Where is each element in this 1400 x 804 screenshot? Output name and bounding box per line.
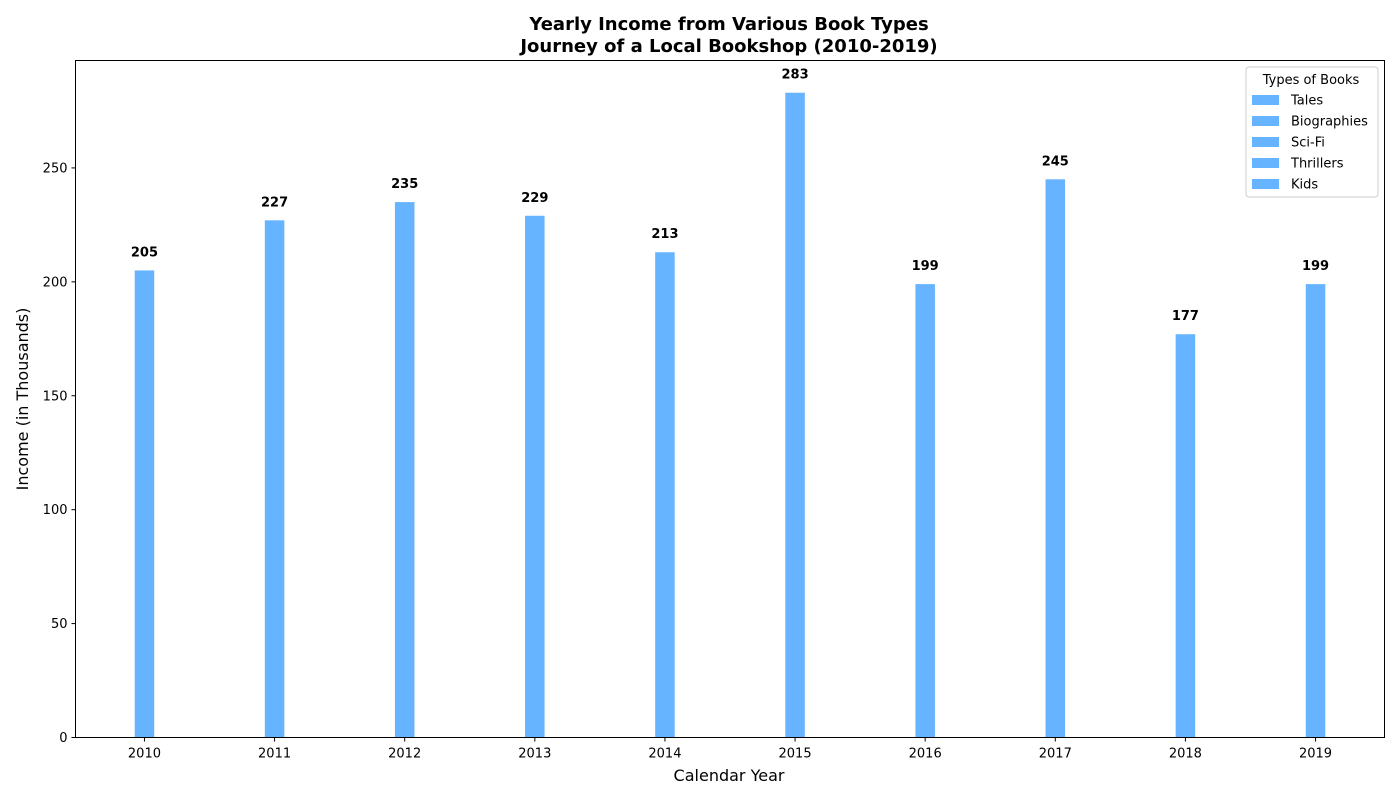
x-tick-label-2012: 2012 bbox=[388, 747, 421, 762]
chart-title: Yearly Income from Various Book Types bbox=[528, 14, 928, 35]
legend-swatch-sci-fi bbox=[1252, 137, 1279, 147]
x-tick-label-2011: 2011 bbox=[258, 747, 291, 762]
y-tick-label-200: 200 bbox=[43, 275, 68, 290]
y-tick-label-250: 250 bbox=[43, 161, 68, 176]
x-tick-label-2016: 2016 bbox=[909, 747, 942, 762]
y-axis-label: Income (in Thousands) bbox=[13, 308, 32, 491]
y-tick-label-150: 150 bbox=[43, 389, 68, 404]
data-label-2014: 213 bbox=[651, 227, 678, 242]
bar-2013 bbox=[525, 215, 545, 738]
legend-entry-thrillers: Thrillers bbox=[1290, 157, 1344, 172]
bar-2019 bbox=[1305, 284, 1326, 738]
legend: Types of Books Tales Biographies Sci-Fi Thr… bbox=[1245, 66, 1379, 198]
data-label-2011: 227 bbox=[261, 195, 288, 210]
x-tick-label-2019: 2019 bbox=[1299, 747, 1332, 762]
legend-title: Types of Books bbox=[1262, 73, 1360, 88]
data-label-2010: 205 bbox=[131, 245, 158, 260]
data-label-2017: 245 bbox=[1042, 154, 1069, 169]
data-label-2018: 177 bbox=[1172, 309, 1199, 324]
x-tick-label-2014: 2014 bbox=[648, 747, 681, 762]
x-tick-label-2015: 2015 bbox=[779, 747, 812, 762]
data-labels-group: 205 227 235 229 213 283 199 245 177 199 bbox=[131, 68, 1329, 325]
bar-2012 bbox=[394, 202, 415, 738]
bar-2011 bbox=[264, 220, 285, 738]
bar-2017 bbox=[1045, 179, 1066, 738]
legend-swatch-tales bbox=[1252, 95, 1279, 105]
legend-swatch-biographies bbox=[1252, 116, 1279, 126]
y-tick-label-100: 100 bbox=[43, 503, 68, 518]
data-label-2012: 235 bbox=[391, 177, 418, 192]
bar-2015 bbox=[785, 92, 805, 738]
chart-subtitle: Journey of a Local Bookshop (2010-2019) bbox=[518, 36, 937, 57]
legend-entries: Tales Biographies Sci-Fi Thrillers Kids bbox=[1252, 94, 1368, 193]
bar-2010 bbox=[134, 270, 155, 738]
x-axis-ticks: 2010 2011 2012 2013 2014 2015 2016 2017 2018 2019 bbox=[128, 737, 1332, 762]
legend-entry-tales: Tales bbox=[1290, 94, 1323, 109]
x-tick-label-2018: 2018 bbox=[1169, 747, 1202, 762]
y-tick-label-0: 0 bbox=[59, 731, 67, 746]
x-axis-label: Calendar Year bbox=[674, 766, 785, 785]
plot-frame bbox=[75, 60, 1385, 738]
y-tick-label-50: 50 bbox=[51, 617, 68, 632]
x-tick-label-2013: 2013 bbox=[518, 747, 551, 762]
data-label-2016: 199 bbox=[912, 259, 939, 274]
legend-swatch-thrillers bbox=[1252, 158, 1279, 168]
y-axis-ticks: 0 50 100 150 200 250 bbox=[43, 161, 76, 746]
bars-group bbox=[134, 92, 1326, 738]
bar-2016 bbox=[915, 284, 935, 738]
legend-entry-kids: Kids bbox=[1291, 178, 1318, 193]
bar-2014 bbox=[655, 252, 675, 738]
bar-2018 bbox=[1175, 334, 1196, 738]
data-label-2019: 199 bbox=[1302, 259, 1329, 274]
data-label-2013: 229 bbox=[521, 191, 548, 206]
x-tick-label-2010: 2010 bbox=[128, 747, 161, 762]
data-label-2015: 283 bbox=[781, 68, 808, 83]
legend-swatch-kids bbox=[1252, 179, 1279, 189]
legend-entry-biographies: Biographies bbox=[1291, 115, 1368, 130]
x-tick-label-2017: 2017 bbox=[1039, 747, 1072, 762]
legend-entry-sci-fi: Sci-Fi bbox=[1291, 136, 1325, 151]
